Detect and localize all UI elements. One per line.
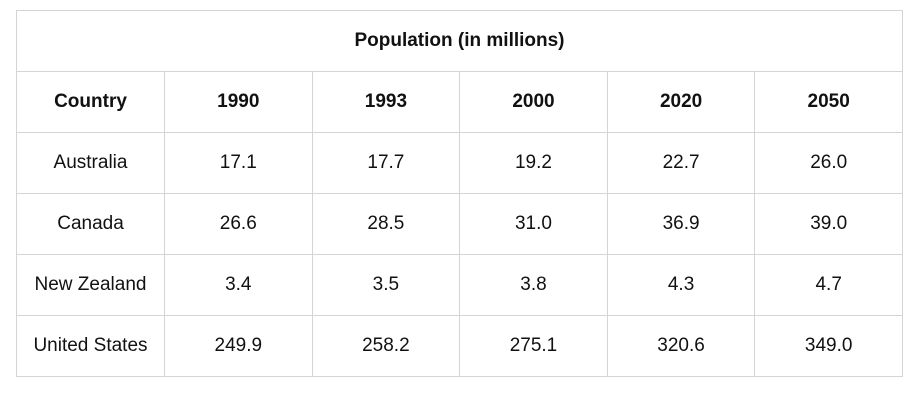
table-cell: 39.0 (754, 193, 903, 255)
table-cell: 36.9 (606, 193, 756, 255)
population-table: Population (in millions) Country 1990 19… (16, 10, 903, 377)
row-label: Canada (16, 193, 165, 255)
table-cell: 26.0 (754, 132, 903, 194)
table-cell: 249.9 (164, 315, 313, 377)
table-row: New Zealand 3.4 3.5 3.8 4.3 4.7 (16, 254, 903, 316)
table-row: Australia 17.1 17.7 19.2 22.7 26.0 (16, 132, 903, 194)
column-header-year: 2050 (754, 71, 903, 133)
table-cell: 17.1 (164, 132, 313, 194)
table-cell: 349.0 (754, 315, 903, 377)
table-cell: 26.6 (164, 193, 313, 255)
row-label: United States (16, 315, 165, 377)
table-cell: 4.7 (754, 254, 903, 316)
table-cell: 275.1 (459, 315, 608, 377)
table-cell: 4.3 (606, 254, 756, 316)
population-table-container: Population (in millions) Country 1990 19… (16, 10, 903, 377)
table-cell: 31.0 (459, 193, 608, 255)
table-cell: 3.4 (164, 254, 313, 316)
table-cell: 22.7 (606, 132, 756, 194)
column-header-country: Country (16, 71, 165, 133)
table-cell: 3.5 (311, 254, 461, 316)
table-cell: 3.8 (459, 254, 608, 316)
table-cell: 28.5 (311, 193, 461, 255)
title-row: Population (in millions) (16, 10, 903, 72)
row-label: New Zealand (16, 254, 165, 316)
column-header-year: 2000 (459, 71, 608, 133)
table-title: Population (in millions) (16, 10, 903, 72)
column-header-year: 1990 (164, 71, 313, 133)
column-header-year: 2020 (606, 71, 756, 133)
table-cell: 17.7 (311, 132, 461, 194)
table-row: United States 249.9 258.2 275.1 320.6 34… (16, 315, 903, 377)
column-header-year: 1993 (311, 71, 461, 133)
row-label: Australia (16, 132, 165, 194)
table-cell: 320.6 (606, 315, 756, 377)
table-cell: 19.2 (459, 132, 608, 194)
table-row: Canada 26.6 28.5 31.0 36.9 39.0 (16, 193, 903, 255)
table-cell: 258.2 (311, 315, 461, 377)
header-row: Country 1990 1993 2000 2020 2050 (16, 71, 903, 133)
